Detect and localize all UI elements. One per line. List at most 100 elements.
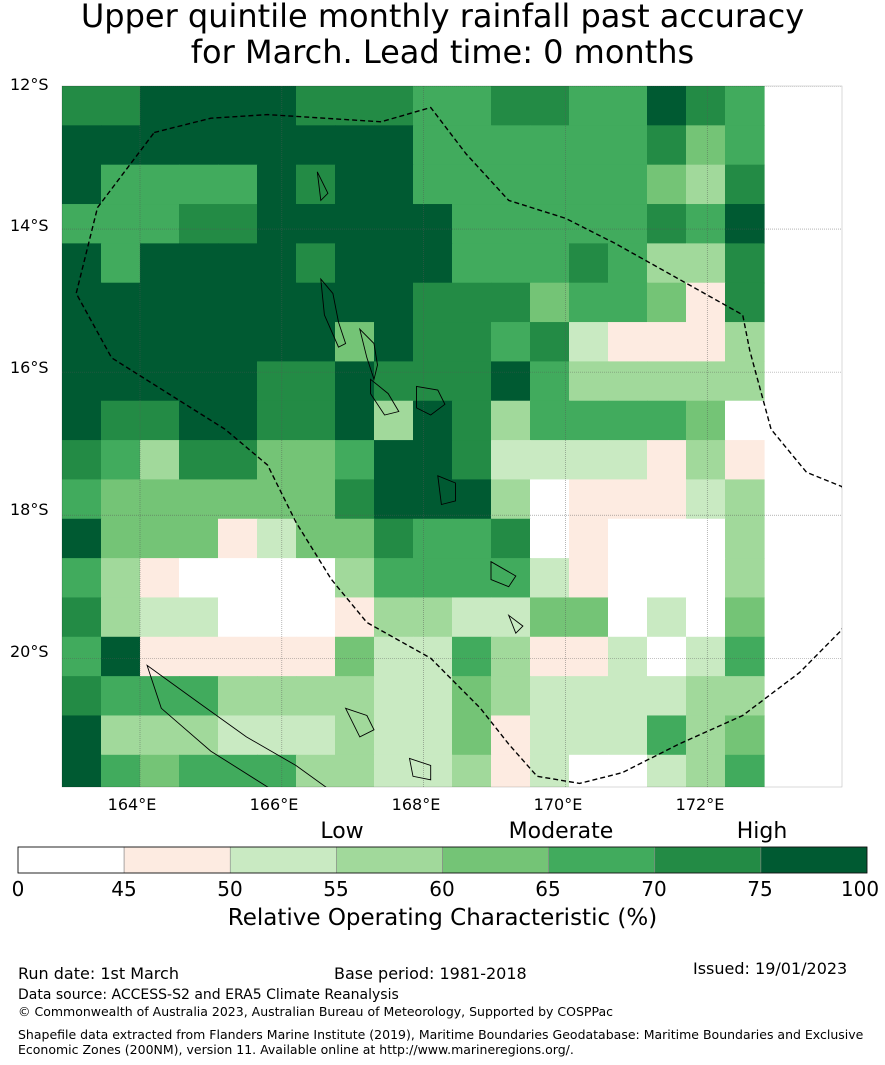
grid-cell	[725, 400, 765, 441]
grid-cell	[569, 440, 609, 481]
grid-cell	[218, 754, 258, 787]
grid-cell	[179, 440, 219, 481]
grid-cell	[647, 164, 687, 205]
grid-cell	[257, 125, 297, 166]
grid-cell	[218, 400, 258, 441]
grid-cell	[491, 204, 531, 244]
grid-cell	[413, 636, 453, 677]
grid-cell	[725, 204, 765, 244]
grid-cell	[452, 676, 492, 717]
grid-cell	[62, 558, 102, 599]
base-period: Base period: 1981-2018	[334, 964, 527, 983]
grid-cell	[647, 518, 687, 559]
grid-cell	[647, 715, 687, 756]
grid-cell	[569, 715, 609, 756]
category-low: Low	[320, 819, 364, 844]
grid-cell	[569, 243, 609, 284]
grid-cell	[257, 243, 297, 284]
grid-cell	[296, 400, 336, 441]
grid-cell	[101, 204, 141, 244]
grid-cell	[569, 597, 609, 638]
grid-cell	[491, 125, 531, 166]
grid-cell	[530, 204, 570, 244]
grid-cell	[218, 479, 258, 520]
grid-cell	[725, 518, 765, 559]
grid-cell	[62, 518, 102, 559]
grid-cell	[179, 754, 219, 787]
grid-cell	[101, 479, 141, 520]
grid-cell	[296, 282, 336, 323]
colorbar-tick-100: 100	[840, 877, 880, 901]
grid-cell	[413, 125, 453, 166]
grid-cell	[140, 361, 180, 402]
grid-cell	[374, 125, 414, 166]
grid-cell	[569, 636, 609, 677]
grid-cell	[686, 164, 726, 205]
grid-cell	[101, 715, 141, 756]
grid-cell	[140, 518, 180, 559]
grid-cell	[62, 479, 102, 520]
grid-cell	[608, 715, 648, 756]
grid-cell	[179, 361, 219, 402]
grid-cell	[569, 282, 609, 323]
colorbar-segment	[123, 846, 231, 874]
grid-cell	[413, 597, 453, 638]
grid-cell	[647, 636, 687, 677]
lat-label-16s: 16°S	[10, 358, 49, 377]
colorbar-segment	[229, 846, 337, 874]
grid-cell	[374, 322, 414, 362]
grid-cell	[257, 86, 297, 126]
grid-cell	[569, 558, 609, 599]
grid-cell	[452, 400, 492, 441]
grid-cell	[686, 676, 726, 717]
grid-cell	[257, 164, 297, 205]
grid-cell	[686, 243, 726, 284]
grid-cell	[608, 558, 648, 599]
grid-cell	[101, 597, 141, 638]
grid-cell	[686, 440, 726, 481]
grid-cell	[296, 243, 336, 284]
grid-cell	[296, 754, 336, 787]
shapefile-credit-line1: Shapefile data extracted from Flanders M…	[18, 1027, 864, 1042]
grid-cell	[101, 361, 141, 402]
grid-cell	[452, 204, 492, 244]
colorbar-tick-45: 45	[111, 877, 137, 901]
lat-label-18s: 18°S	[10, 500, 49, 519]
grid-cell	[101, 282, 141, 323]
grid-cell	[335, 400, 375, 441]
grid-cell	[608, 322, 648, 362]
grid-cell	[335, 86, 375, 126]
grid-cell	[140, 597, 180, 638]
lon-label-166e: 166°E	[249, 795, 299, 814]
grid-cell	[335, 676, 375, 717]
grid-cell	[452, 479, 492, 520]
grid-cell	[725, 597, 765, 638]
grid-cell	[569, 754, 609, 787]
grid-cell	[179, 636, 219, 677]
grid-cell	[101, 86, 141, 126]
grid-cell	[218, 518, 258, 559]
grid-cell	[452, 361, 492, 402]
eez-boundary	[75, 106, 842, 785]
grid-cell	[179, 243, 219, 284]
grid-cell	[179, 518, 219, 559]
grid-cell	[725, 479, 765, 520]
grid-cell	[62, 204, 102, 244]
grid-cell	[257, 282, 297, 323]
grid-cell	[296, 322, 336, 362]
grid-cell	[140, 754, 180, 787]
shapefile-credit-line2: Economic Zones (200NM), version 11. Avai…	[18, 1042, 574, 1057]
grid-cell	[647, 243, 687, 284]
grid-cell	[62, 322, 102, 362]
island-outline	[416, 385, 446, 416]
grid-cell	[608, 636, 648, 677]
grid-cell	[140, 558, 180, 599]
grid-cell	[140, 440, 180, 481]
grid-cell	[101, 676, 141, 717]
colorbar-tick-55: 55	[323, 877, 349, 901]
grid-cell	[608, 243, 648, 284]
island-outline	[490, 560, 517, 588]
grid-cell	[257, 322, 297, 362]
grid-cell	[413, 440, 453, 481]
grid-cell	[179, 597, 219, 638]
